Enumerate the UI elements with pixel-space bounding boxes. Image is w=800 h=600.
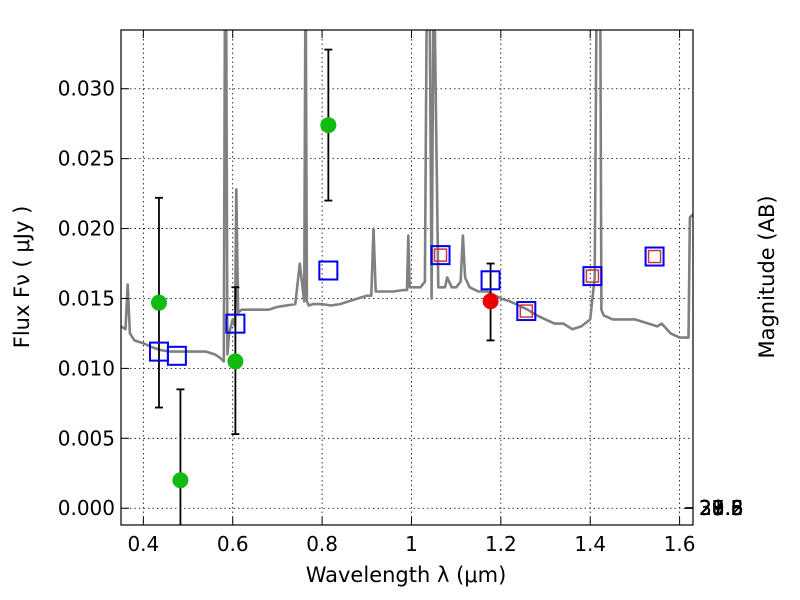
model-inner-square [647,249,662,264]
mag-tick-label: 28 [699,496,724,520]
observed-point [482,293,499,310]
model-square [644,246,665,267]
model-inner-square [433,248,448,262]
plot-frame [120,29,694,526]
mag-tick-label: 30 [699,496,724,520]
tick-labels: 0.4 0.6 0.8 1 1.2 1.4 1.6 0.000 0.005 0.010 0.015 0… [58,77,744,556]
mag-tick-label: 28.2 [699,496,744,520]
y-axis-title: Flux Fν ( μJy ) [10,206,34,349]
grid [121,30,693,525]
mag-tick-label: 27.8 [699,496,744,520]
y-tick-label: 0.000 [58,496,115,520]
model-square [430,245,451,266]
observed-point [172,472,189,489]
x-tick-label: 1.6 [664,532,696,556]
y-tick-label: 0.005 [58,426,115,450]
plot-content [121,30,693,525]
observed-point [227,353,244,370]
model-square [318,260,339,281]
spectrum-line [121,30,693,363]
x-tick-label: 0.6 [217,532,249,556]
x-axis-title: Wavelength λ (μm) [306,563,507,587]
x-tick-label: 0.8 [306,532,338,556]
model-square [480,270,501,291]
x-tick-label: 1.4 [574,532,606,556]
model-square [582,266,603,287]
x-tick-label: 1 [405,532,418,556]
y-tick-label: 0.015 [58,286,115,310]
model-square [225,313,246,334]
x-tick-label: 0.4 [127,532,159,556]
y-tick-label: 0.020 [58,217,115,241]
mag-tick-label: 31 [699,496,724,520]
y-tick-label: 0.025 [58,147,115,171]
observed-point [320,117,337,134]
model-square [166,345,187,366]
x-tick-label: 1.2 [485,532,517,556]
y-tick-label: 0.010 [58,356,115,380]
observed-point [150,294,167,311]
mag-tick-label: 29.5 [699,496,744,520]
model-inner-square [519,304,534,318]
axis-ticks [121,30,693,525]
mag-tick-label: 28.5 [699,496,744,520]
model-square [516,301,537,322]
model-inner-square [585,269,600,283]
y-tick-label: 0.030 [58,77,115,101]
mag-tick-label: 27.6 [699,496,744,520]
y2-axis-title: Magnitude (AB) [755,195,779,358]
mag-tick-label: 29 [699,496,724,520]
